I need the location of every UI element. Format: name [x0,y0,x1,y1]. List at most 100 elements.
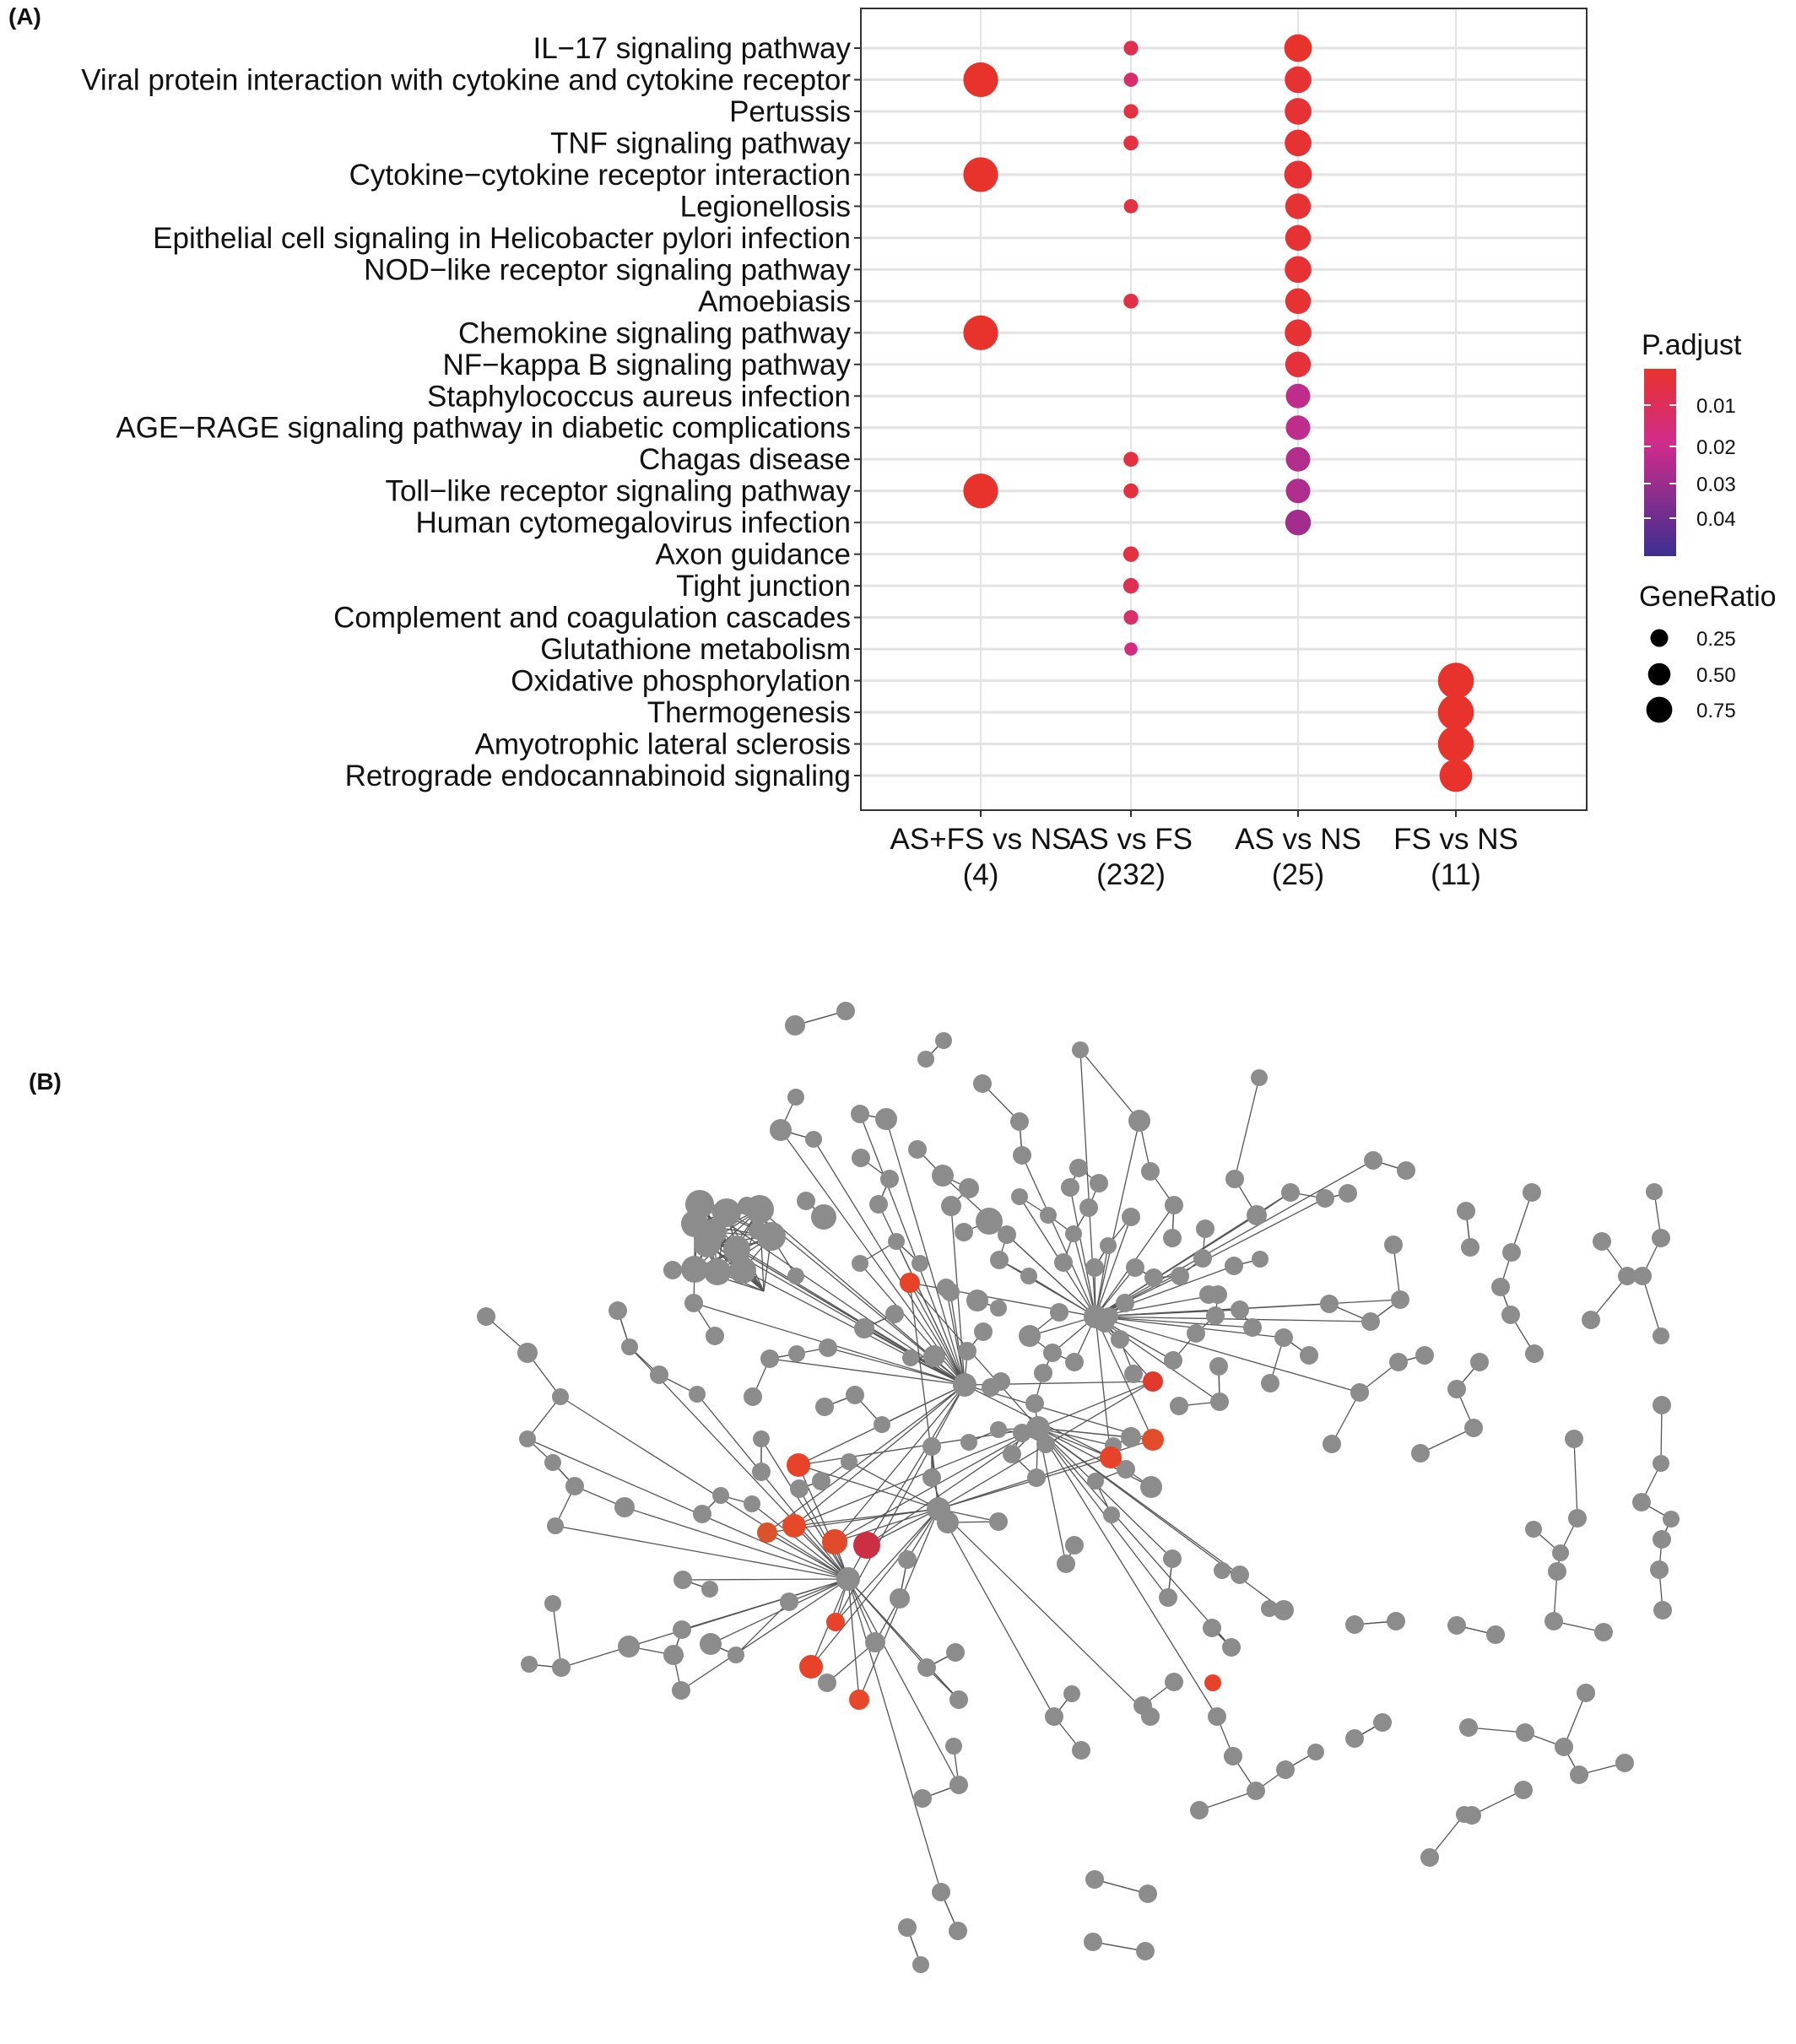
data-point [1123,452,1139,468]
network-node [1209,1357,1228,1376]
network-node [1065,1353,1084,1371]
network-node [1389,1353,1408,1371]
pathway-label: Oxidative phosphorylation [511,665,851,698]
network-node [1361,1312,1380,1331]
network-node [1323,1435,1341,1453]
network-node [1653,1455,1669,1472]
network-node [1085,1258,1104,1277]
network-node [519,1430,536,1447]
network-node [1061,1178,1079,1197]
data-point [1439,759,1473,792]
network-node [1653,1328,1669,1344]
network-node [1103,1506,1120,1523]
network-edge [847,1578,928,1668]
network-node [1447,1380,1466,1398]
network-edge [1511,1192,1533,1253]
data-point [1123,610,1139,625]
network-edge [1037,1427,1285,1611]
network-edge [680,1578,849,1691]
network-hub-node [927,1497,950,1521]
legend-size-dot [1650,629,1669,647]
network-node [1274,1600,1294,1620]
network-node [1514,1781,1533,1799]
network-node [552,1658,571,1677]
network-node [902,1349,919,1366]
network-node [547,1517,564,1534]
data-point [1285,193,1312,219]
network-edge [847,1578,942,1893]
network-edge [834,1508,939,1543]
network-node [1126,1258,1144,1277]
network-node [945,1738,962,1755]
network-node [841,1453,857,1470]
network-hub-node [953,1373,976,1397]
network-edge [793,1427,1039,1527]
network-node [1165,1196,1183,1214]
network-edge [1095,1316,1220,1403]
network-node [780,1592,798,1611]
network-edge [1095,1160,1374,1317]
network-node [618,1636,640,1657]
legend-colorbar [1644,369,1676,556]
network-edge [552,1603,562,1668]
network-node [1276,1760,1295,1779]
network-node [941,1196,961,1216]
network-node [885,1305,904,1323]
network-node [1203,1619,1221,1637]
network-node [1020,1268,1037,1284]
group-label: AS vs NS [1235,823,1361,856]
network-node [1136,1942,1155,1960]
panel-b-label: (B) [29,1068,62,1095]
network-node [650,1365,668,1384]
network-node [913,1789,932,1808]
network-highlight-node [853,1532,880,1559]
network-node [1274,1328,1293,1347]
network-node [854,1318,874,1338]
network-node [949,1690,968,1709]
network-node [1652,1229,1670,1247]
network-node [992,1372,1010,1391]
network-node [1163,1549,1182,1568]
pathway-label: Viral protein interaction with cytokine … [81,63,851,96]
network-edge [1331,1392,1361,1445]
network-highlight-node [1204,1674,1221,1691]
network-node [728,1647,744,1663]
network-node [723,1236,750,1263]
network-node [917,1051,934,1068]
data-point [1437,726,1474,762]
network-node [614,1497,635,1517]
legend-size-dot [1647,662,1671,686]
network-node [1045,1707,1063,1726]
network-node [672,1681,690,1700]
network-node [1117,1460,1135,1479]
network-node [681,1256,708,1283]
network-node [1565,1430,1583,1448]
network-edge [895,1241,966,1386]
network-node [1011,1188,1028,1205]
data-point [963,157,998,192]
pathway-label: NOD−like receptor signaling pathway [364,253,851,286]
network-node [1065,1225,1082,1242]
network-node [1320,1295,1339,1313]
network-node [1548,1562,1566,1581]
network-node [521,1656,538,1673]
data-point [1285,98,1312,125]
network-node [1069,1159,1088,1177]
network-node [1632,1493,1651,1511]
network-node [1043,1344,1062,1362]
network-node [712,1487,729,1504]
network-node [890,1588,910,1609]
network-edge [1095,1245,1109,1317]
legend-color-tick: 0.04 [1696,508,1736,531]
legend-size-dot [1646,696,1673,723]
network-node [818,1674,836,1692]
network-node [941,1283,960,1301]
network-node [888,1233,905,1250]
network-node [955,1223,973,1241]
data-point [1285,509,1312,536]
network-edge [1642,1275,1662,1337]
network-node [1128,1110,1150,1132]
network-node [1190,1801,1209,1820]
network-edge [1563,1692,1587,1748]
network-edge [527,1438,849,1580]
